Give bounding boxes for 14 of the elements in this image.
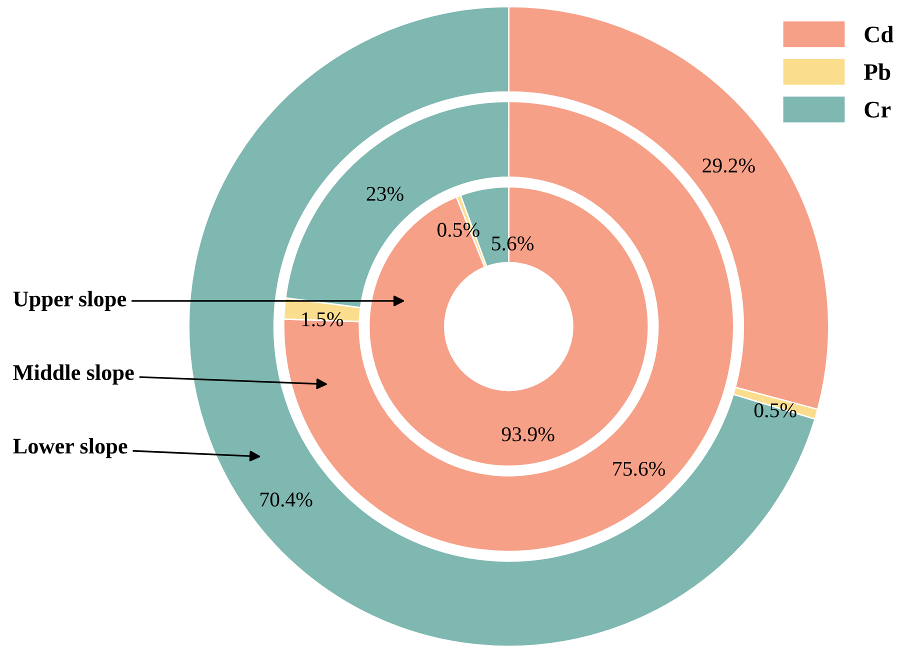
data-label: 23% bbox=[366, 186, 404, 201]
data-label: 29.2% bbox=[702, 158, 755, 173]
data-label: 70.4% bbox=[260, 492, 312, 507]
data-label: 1.5% bbox=[302, 312, 344, 326]
data-label: 0.5% bbox=[437, 222, 480, 237]
slice-label: Lower slope bbox=[13, 438, 128, 458]
legend-label: Cd bbox=[864, 26, 894, 42]
slice-label: Upper slope bbox=[13, 290, 126, 311]
slice-label: Middle slope bbox=[13, 364, 134, 385]
legend-label: Pb bbox=[864, 63, 890, 80]
data-label: 75.6% bbox=[613, 462, 666, 476]
data-label: 5.6% bbox=[492, 236, 534, 251]
legend-label: Cr bbox=[864, 102, 891, 118]
data-label: 93.9% bbox=[502, 427, 554, 442]
